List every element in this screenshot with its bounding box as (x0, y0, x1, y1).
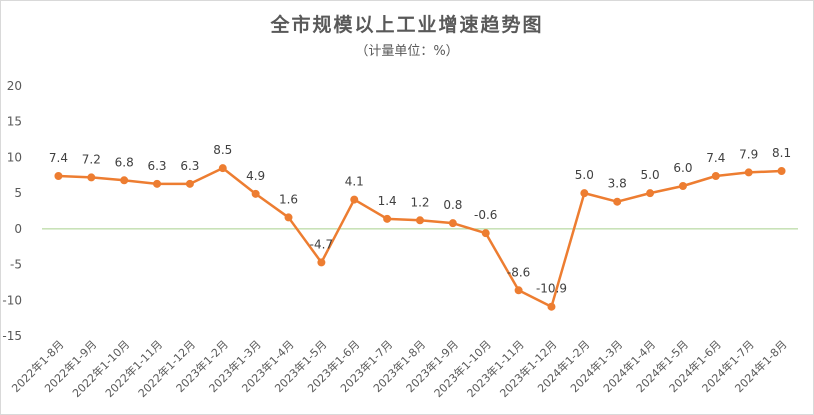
y-tick-label: -10 (2, 293, 22, 307)
data-label: 7.2 (82, 152, 101, 166)
data-point (580, 189, 589, 198)
data-point (514, 286, 523, 295)
data-label: 6.3 (180, 159, 199, 173)
data-point (646, 189, 655, 198)
data-label: 7.9 (739, 147, 758, 161)
data-label: -4.7 (310, 237, 333, 251)
data-point (251, 189, 260, 198)
data-point (350, 195, 359, 204)
data-point (711, 172, 720, 180)
data-point (416, 216, 424, 225)
data-point (284, 213, 293, 222)
data-label: 7.4 (49, 151, 68, 165)
data-point (481, 229, 490, 238)
data-label: 6.0 (673, 161, 692, 175)
y-tick-label: 15 (7, 115, 22, 129)
data-label: 8.1 (772, 146, 791, 160)
data-label: 3.8 (608, 177, 627, 191)
data-label: 1.2 (410, 195, 429, 209)
data-label: 5.0 (641, 168, 660, 182)
y-tick-label: -5 (10, 258, 22, 272)
data-label: 8.5 (213, 143, 232, 157)
data-point (777, 167, 786, 175)
x-tick-label: 2022年1-12月 (135, 337, 198, 400)
data-label: 1.6 (279, 192, 298, 206)
y-tick-label: 0 (14, 222, 22, 236)
data-label: 4.9 (246, 169, 265, 183)
x-tick-label: 2022年1-10月 (69, 337, 132, 400)
chart-title: 全市规模以上工业增速趋势图 (270, 14, 544, 36)
data-point (87, 173, 96, 182)
data-label: 6.8 (115, 155, 134, 169)
data-point (613, 197, 622, 206)
y-tick-label: 10 (7, 150, 22, 164)
data-label: 0.8 (443, 198, 462, 212)
data-label: 6.3 (147, 159, 166, 173)
data-point (383, 214, 392, 223)
data-point (153, 179, 162, 188)
data-label: 5.0 (575, 168, 594, 182)
x-tick-label: 2023年1-12月 (497, 337, 560, 400)
data-label: -10.9 (536, 282, 567, 296)
data-point (120, 176, 129, 185)
data-label: -0.6 (474, 208, 497, 222)
data-point (218, 164, 227, 173)
data-point (448, 219, 457, 228)
x-tick-label: 2022年1-11月 (102, 337, 165, 400)
x-tick-label: 2023年1-11月 (464, 337, 527, 400)
data-label: 4.1 (345, 175, 364, 189)
data-label: 7.4 (706, 151, 725, 165)
data-label: -8.6 (507, 265, 530, 279)
data-point (185, 179, 194, 188)
data-point (547, 302, 556, 311)
data-point (744, 168, 753, 177)
x-tick-label: 2023年1-10月 (431, 337, 494, 400)
data-point (678, 182, 687, 190)
data-point (54, 172, 63, 180)
series-line (58, 166, 782, 308)
y-tick-label: -15 (2, 329, 22, 343)
y-tick-label: 20 (7, 79, 22, 93)
data-point (317, 258, 326, 267)
y-tick-label: 5 (14, 186, 22, 200)
data-label: 1.4 (378, 194, 397, 208)
chart-subtitle: （计量单位：%） (355, 44, 459, 59)
